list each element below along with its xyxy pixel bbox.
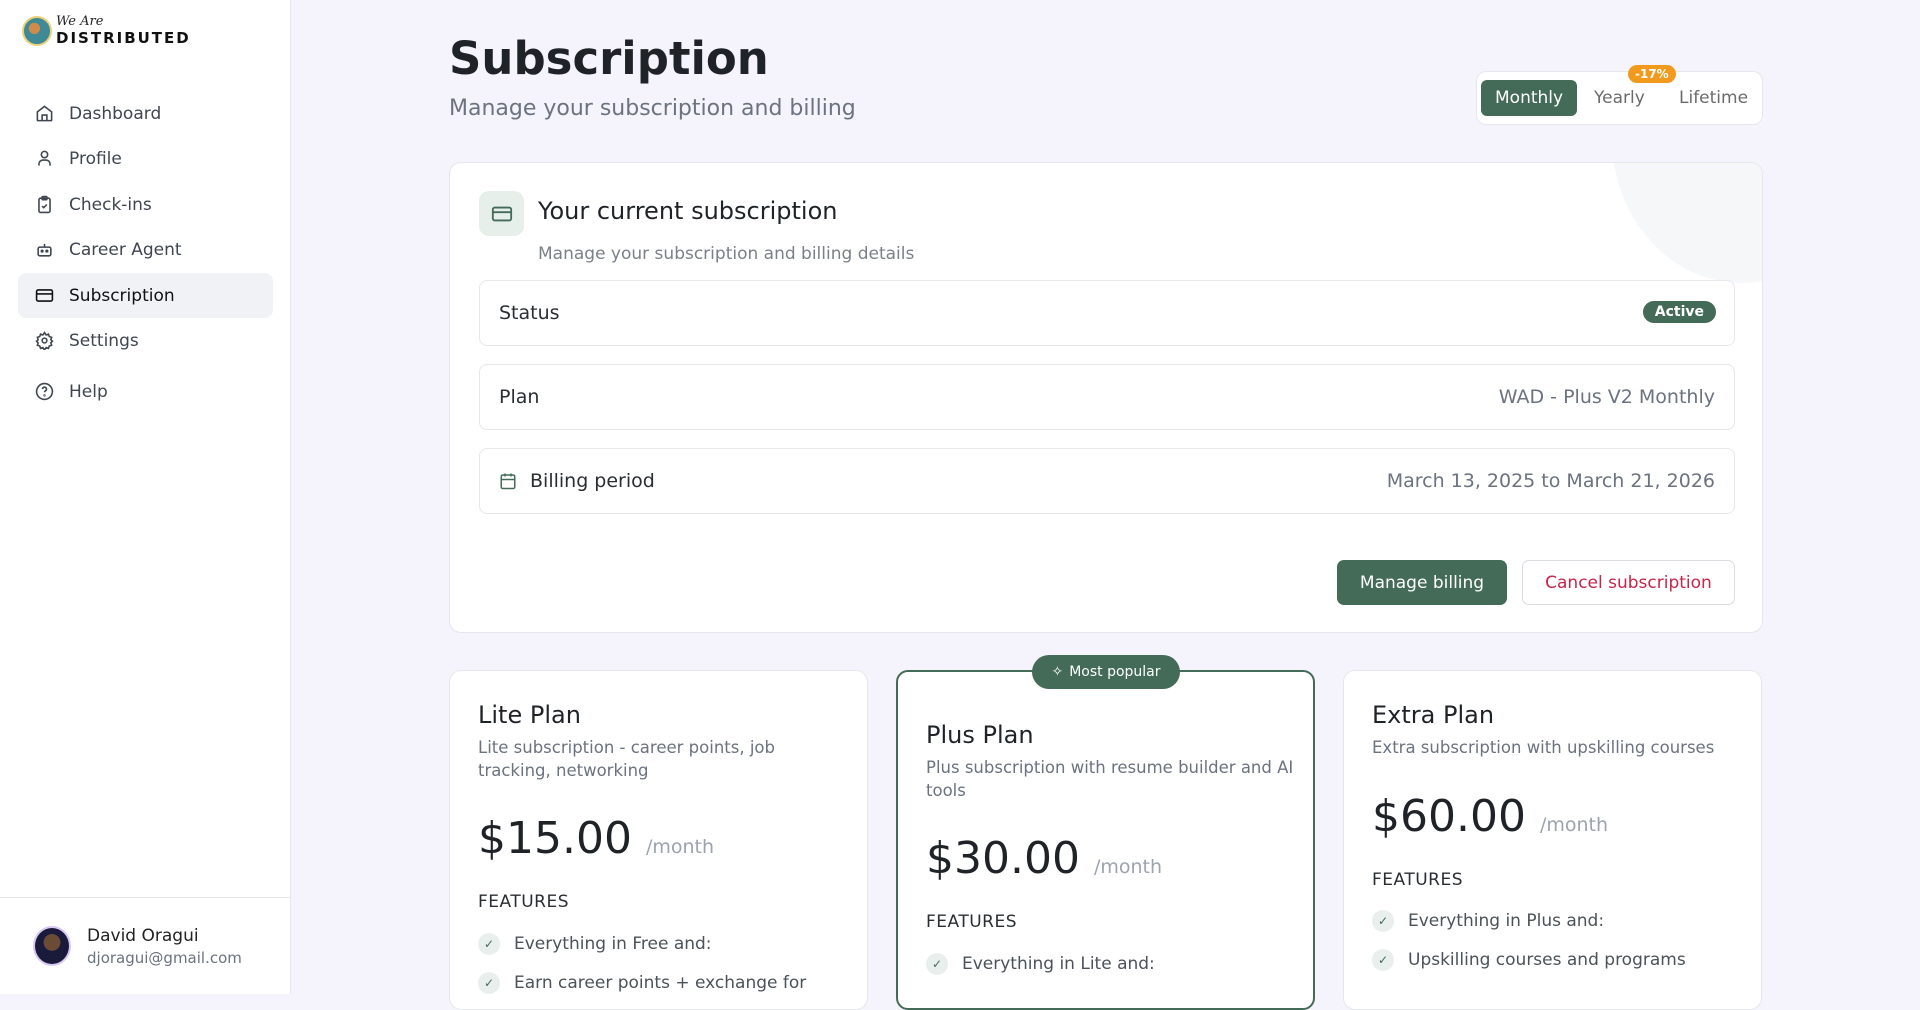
current-subscription-card: Your current subscription Manage your su… bbox=[449, 162, 1763, 633]
plan-value: WAD - Plus V2 Monthly bbox=[1498, 386, 1715, 408]
sidebar-item-label: Career Agent bbox=[69, 239, 182, 260]
credit-card-icon bbox=[35, 289, 54, 302]
plan-name: Extra Plan bbox=[1372, 701, 1495, 729]
sidebar-item-label: Dashboard bbox=[69, 103, 162, 124]
plan-price: $30.00 /month bbox=[926, 833, 1162, 884]
plan-card-lite: Lite Plan Lite subscription - career poi… bbox=[449, 670, 868, 1010]
logo-text: We Are bbox=[56, 14, 104, 29]
feature-item: ✓ Upskilling courses and programs bbox=[1372, 949, 1686, 971]
tab-yearly[interactable]: Yearly bbox=[1594, 88, 1645, 108]
sparkles-icon: ✧ bbox=[1051, 664, 1064, 680]
tab-monthly[interactable]: Monthly bbox=[1481, 80, 1578, 116]
price-amount: $60.00 bbox=[1372, 791, 1526, 842]
plan-label: Plan bbox=[499, 386, 540, 408]
billing-period-label: Billing period bbox=[530, 470, 655, 492]
logo-text: DISTRIBUTED bbox=[56, 29, 191, 47]
status-label: Status bbox=[499, 302, 560, 324]
plan-price: $15.00 /month bbox=[478, 813, 714, 864]
user-icon bbox=[38, 150, 51, 166]
features-heading: FEATURES bbox=[478, 892, 570, 912]
plan-description: Lite subscription - career points, job t… bbox=[478, 738, 775, 780]
most-popular-badge: ✧ Most popular bbox=[1032, 655, 1180, 689]
user-email: djoragui@gmail.com bbox=[87, 949, 242, 967]
gear-icon bbox=[35, 331, 54, 350]
price-period: /month bbox=[645, 836, 715, 858]
calendar-icon bbox=[500, 473, 516, 490]
tab-lifetime[interactable]: Lifetime bbox=[1679, 88, 1749, 108]
user-name: David Oragui bbox=[87, 926, 199, 946]
page-title: Subscription bbox=[449, 32, 769, 85]
logo[interactable]: We Are DISTRIBUTED bbox=[22, 14, 191, 47]
sidebar-item-label: Check-ins bbox=[69, 194, 152, 215]
check-icon: ✓ bbox=[1372, 910, 1394, 932]
price-period: /month bbox=[1093, 856, 1163, 878]
page-subtitle: Manage your subscription and billing bbox=[449, 96, 856, 121]
decorative-circle bbox=[1612, 163, 1762, 283]
plan-card-extra: Extra Plan Extra subscription with upski… bbox=[1343, 670, 1762, 1010]
clipboard-check-icon bbox=[38, 195, 51, 214]
feature-item: ✓ Everything in Free and: bbox=[478, 933, 712, 955]
plan-row: Plan WAD - Plus V2 Monthly bbox=[479, 364, 1735, 430]
plan-name: Lite Plan bbox=[478, 701, 581, 729]
check-icon: ✓ bbox=[478, 972, 500, 994]
status-row: Status Active bbox=[479, 280, 1735, 346]
check-icon: ✓ bbox=[478, 933, 500, 955]
sidebar-item-label: Subscription bbox=[69, 285, 175, 306]
plan-card-plus: Plus Plan Plus subscription with resume … bbox=[896, 670, 1315, 1010]
badge-label: Most popular bbox=[1069, 664, 1161, 680]
cancel-subscription-button[interactable]: Cancel subscription bbox=[1522, 560, 1735, 605]
card-title: Your current subscription bbox=[538, 197, 838, 225]
status-badge: Active bbox=[1642, 301, 1716, 323]
sidebar: We Are DISTRIBUTED Dashboard Profile Chec… bbox=[0, 0, 291, 994]
bot-icon bbox=[37, 243, 52, 257]
sidebar-item-settings[interactable]: Settings bbox=[18, 318, 273, 363]
features-heading: FEATURES bbox=[1372, 870, 1464, 890]
billing-period-value: March 13, 2025 to March 21, 2026 bbox=[1386, 470, 1715, 492]
features-heading: FEATURES bbox=[926, 912, 1018, 932]
feature-item: ✓ Everything in Plus and: bbox=[1372, 910, 1604, 932]
divider bbox=[0, 897, 291, 898]
feature-item: ✓ Everything in Lite and: bbox=[926, 953, 1155, 975]
help-circle-icon bbox=[35, 382, 54, 401]
feature-text: Everything in Lite and: bbox=[962, 954, 1155, 974]
card-subtitle: Manage your subscription and billing det… bbox=[538, 244, 915, 264]
plan-price: $60.00 /month bbox=[1372, 791, 1608, 842]
globe-logo-icon bbox=[22, 15, 52, 46]
feature-text: Earn career points + exchange for bbox=[514, 973, 807, 993]
avatar[interactable] bbox=[33, 926, 71, 966]
billing-interval-toggle: Monthly Yearly Lifetime bbox=[1476, 71, 1763, 125]
sidebar-item-label: Help bbox=[69, 381, 108, 402]
credit-card-icon bbox=[479, 191, 524, 236]
sidebar-item-career-agent[interactable]: Career Agent bbox=[18, 227, 273, 272]
sidebar-item-profile[interactable]: Profile bbox=[18, 136, 273, 181]
sidebar-item-label: Profile bbox=[69, 148, 122, 169]
discount-badge: -17% bbox=[1628, 65, 1676, 83]
plan-description: Plus subscription with resume builder an… bbox=[926, 758, 1294, 800]
feature-item: ✓ Earn career points + exchange for bbox=[478, 972, 806, 994]
feature-text: Upskilling courses and programs bbox=[1408, 950, 1686, 970]
sidebar-item-subscription[interactable]: Subscription bbox=[18, 273, 273, 318]
home-icon bbox=[36, 105, 53, 122]
sidebar-item-help[interactable]: Help bbox=[18, 369, 273, 414]
check-icon: ✓ bbox=[926, 953, 948, 975]
check-icon: ✓ bbox=[1372, 949, 1394, 971]
plan-description: Extra subscription with upskilling cours… bbox=[1372, 738, 1715, 757]
sidebar-item-label: Settings bbox=[69, 330, 139, 351]
feature-text: Everything in Free and: bbox=[514, 934, 712, 954]
feature-text: Everything in Plus and: bbox=[1408, 911, 1605, 931]
manage-billing-button[interactable]: Manage billing bbox=[1337, 560, 1507, 605]
price-amount: $30.00 bbox=[926, 833, 1080, 884]
plan-name: Plus Plan bbox=[926, 721, 1034, 749]
billing-period-row: Billing period March 13, 2025 to March 21… bbox=[479, 448, 1735, 514]
price-period: /month bbox=[1539, 814, 1609, 836]
sidebar-item-dashboard[interactable]: Dashboard bbox=[18, 91, 273, 136]
price-amount: $15.00 bbox=[478, 813, 632, 864]
sidebar-item-check-ins[interactable]: Check-ins bbox=[18, 182, 273, 227]
